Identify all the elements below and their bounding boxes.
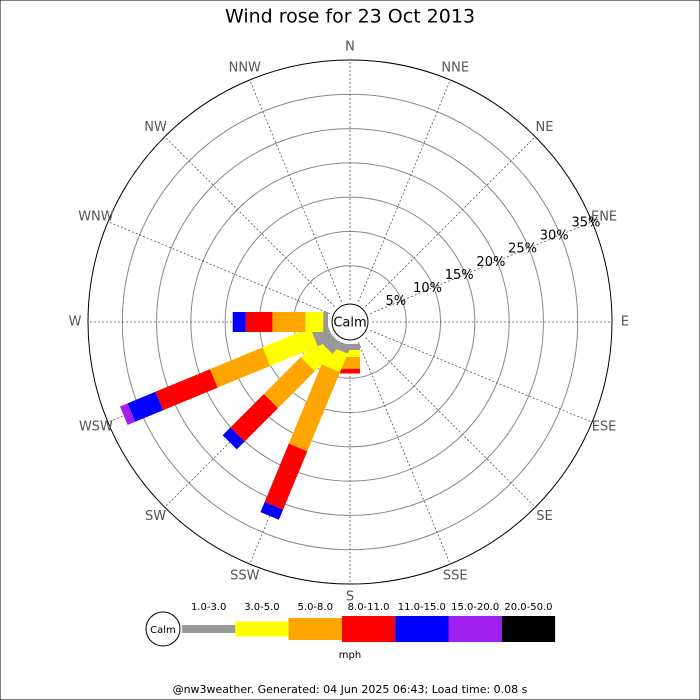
direction-label: NW [144,120,167,135]
spoke [358,79,451,302]
legend-swatch [341,616,396,642]
bar-segment [300,339,333,372]
legend-swatch [501,616,556,642]
r-tick-label: 35% [571,215,600,230]
legend-swatch [395,616,449,642]
bar-segment [263,357,315,409]
bar-segment [245,312,273,332]
bar-segment [119,403,136,425]
spoke [164,136,335,307]
direction-label: SSE [443,569,468,584]
direction-label: S [346,590,354,605]
legend-unit: mph [339,650,361,661]
legend-label: 8.0-11.0 [348,602,390,613]
spoke [370,221,593,314]
direction-label: ENE [591,209,617,224]
legend-label: 3.0-5.0 [244,602,279,613]
bar-segment [264,443,308,510]
direction-label: WSW [79,420,113,435]
bar-segment [288,364,341,452]
chart-title: Wind rose for 23 Oct 2013 [225,6,475,28]
legend-swatch [288,618,342,640]
direction-label: NNW [229,60,261,75]
bar-segment [305,312,324,332]
legend-swatch [182,625,236,633]
direction-label: W [69,315,82,330]
direction-label: ESE [592,420,617,435]
bar-segment [272,312,306,332]
calm-circle [331,303,369,341]
bar-segment [209,347,271,388]
bar-segment [230,394,278,442]
legend-label: 20.0-50.0 [504,602,552,613]
grid-ring [224,196,476,448]
legend-label: 11.0-15.0 [398,602,446,613]
bar-segment [232,312,246,332]
bar-segment [222,427,245,450]
bar-segment [127,391,164,422]
r-tick-label: 25% [508,242,537,257]
r-tick-label: 20% [476,255,505,270]
r-tick-label: 30% [540,229,569,244]
legend-swatch [448,616,502,642]
direction-label: NNE [441,60,469,75]
spoke [370,330,593,423]
spoke [358,342,451,565]
direction-label: N [345,40,355,55]
direction-label: E [621,315,629,330]
bar-segment [155,369,218,411]
direction-label: SSW [230,569,260,584]
bar-segment [323,312,328,332]
direction-label: NE [535,120,553,135]
bar-segment [260,501,284,520]
spoke [365,136,536,307]
legend-calm [145,611,181,647]
legend-label: 15.0-20.0 [451,602,499,613]
legend-swatch [235,621,289,637]
r-tick-label: 10% [413,281,442,296]
legend-calm-label: Calm [150,625,176,636]
spoke [249,79,342,302]
r-tick-label: 5% [386,294,407,309]
spoke [107,221,330,314]
spoke [365,337,536,508]
direction-label: WNW [78,209,114,224]
bar-segment [340,368,360,374]
calm-label: Calm [333,316,366,331]
direction-label: SE [536,509,552,524]
grid-ring [87,59,613,585]
grid-ring [156,128,544,516]
footer: @nw3weather. Generated: 04 Jun 2025 06:4… [173,683,528,696]
legend-label: 5.0-8.0 [298,602,333,613]
r-tick-label: 15% [445,268,474,283]
direction-label: SW [145,509,166,524]
bar-segment [262,327,318,366]
legend-label: 1.0-3.0 [191,602,226,613]
